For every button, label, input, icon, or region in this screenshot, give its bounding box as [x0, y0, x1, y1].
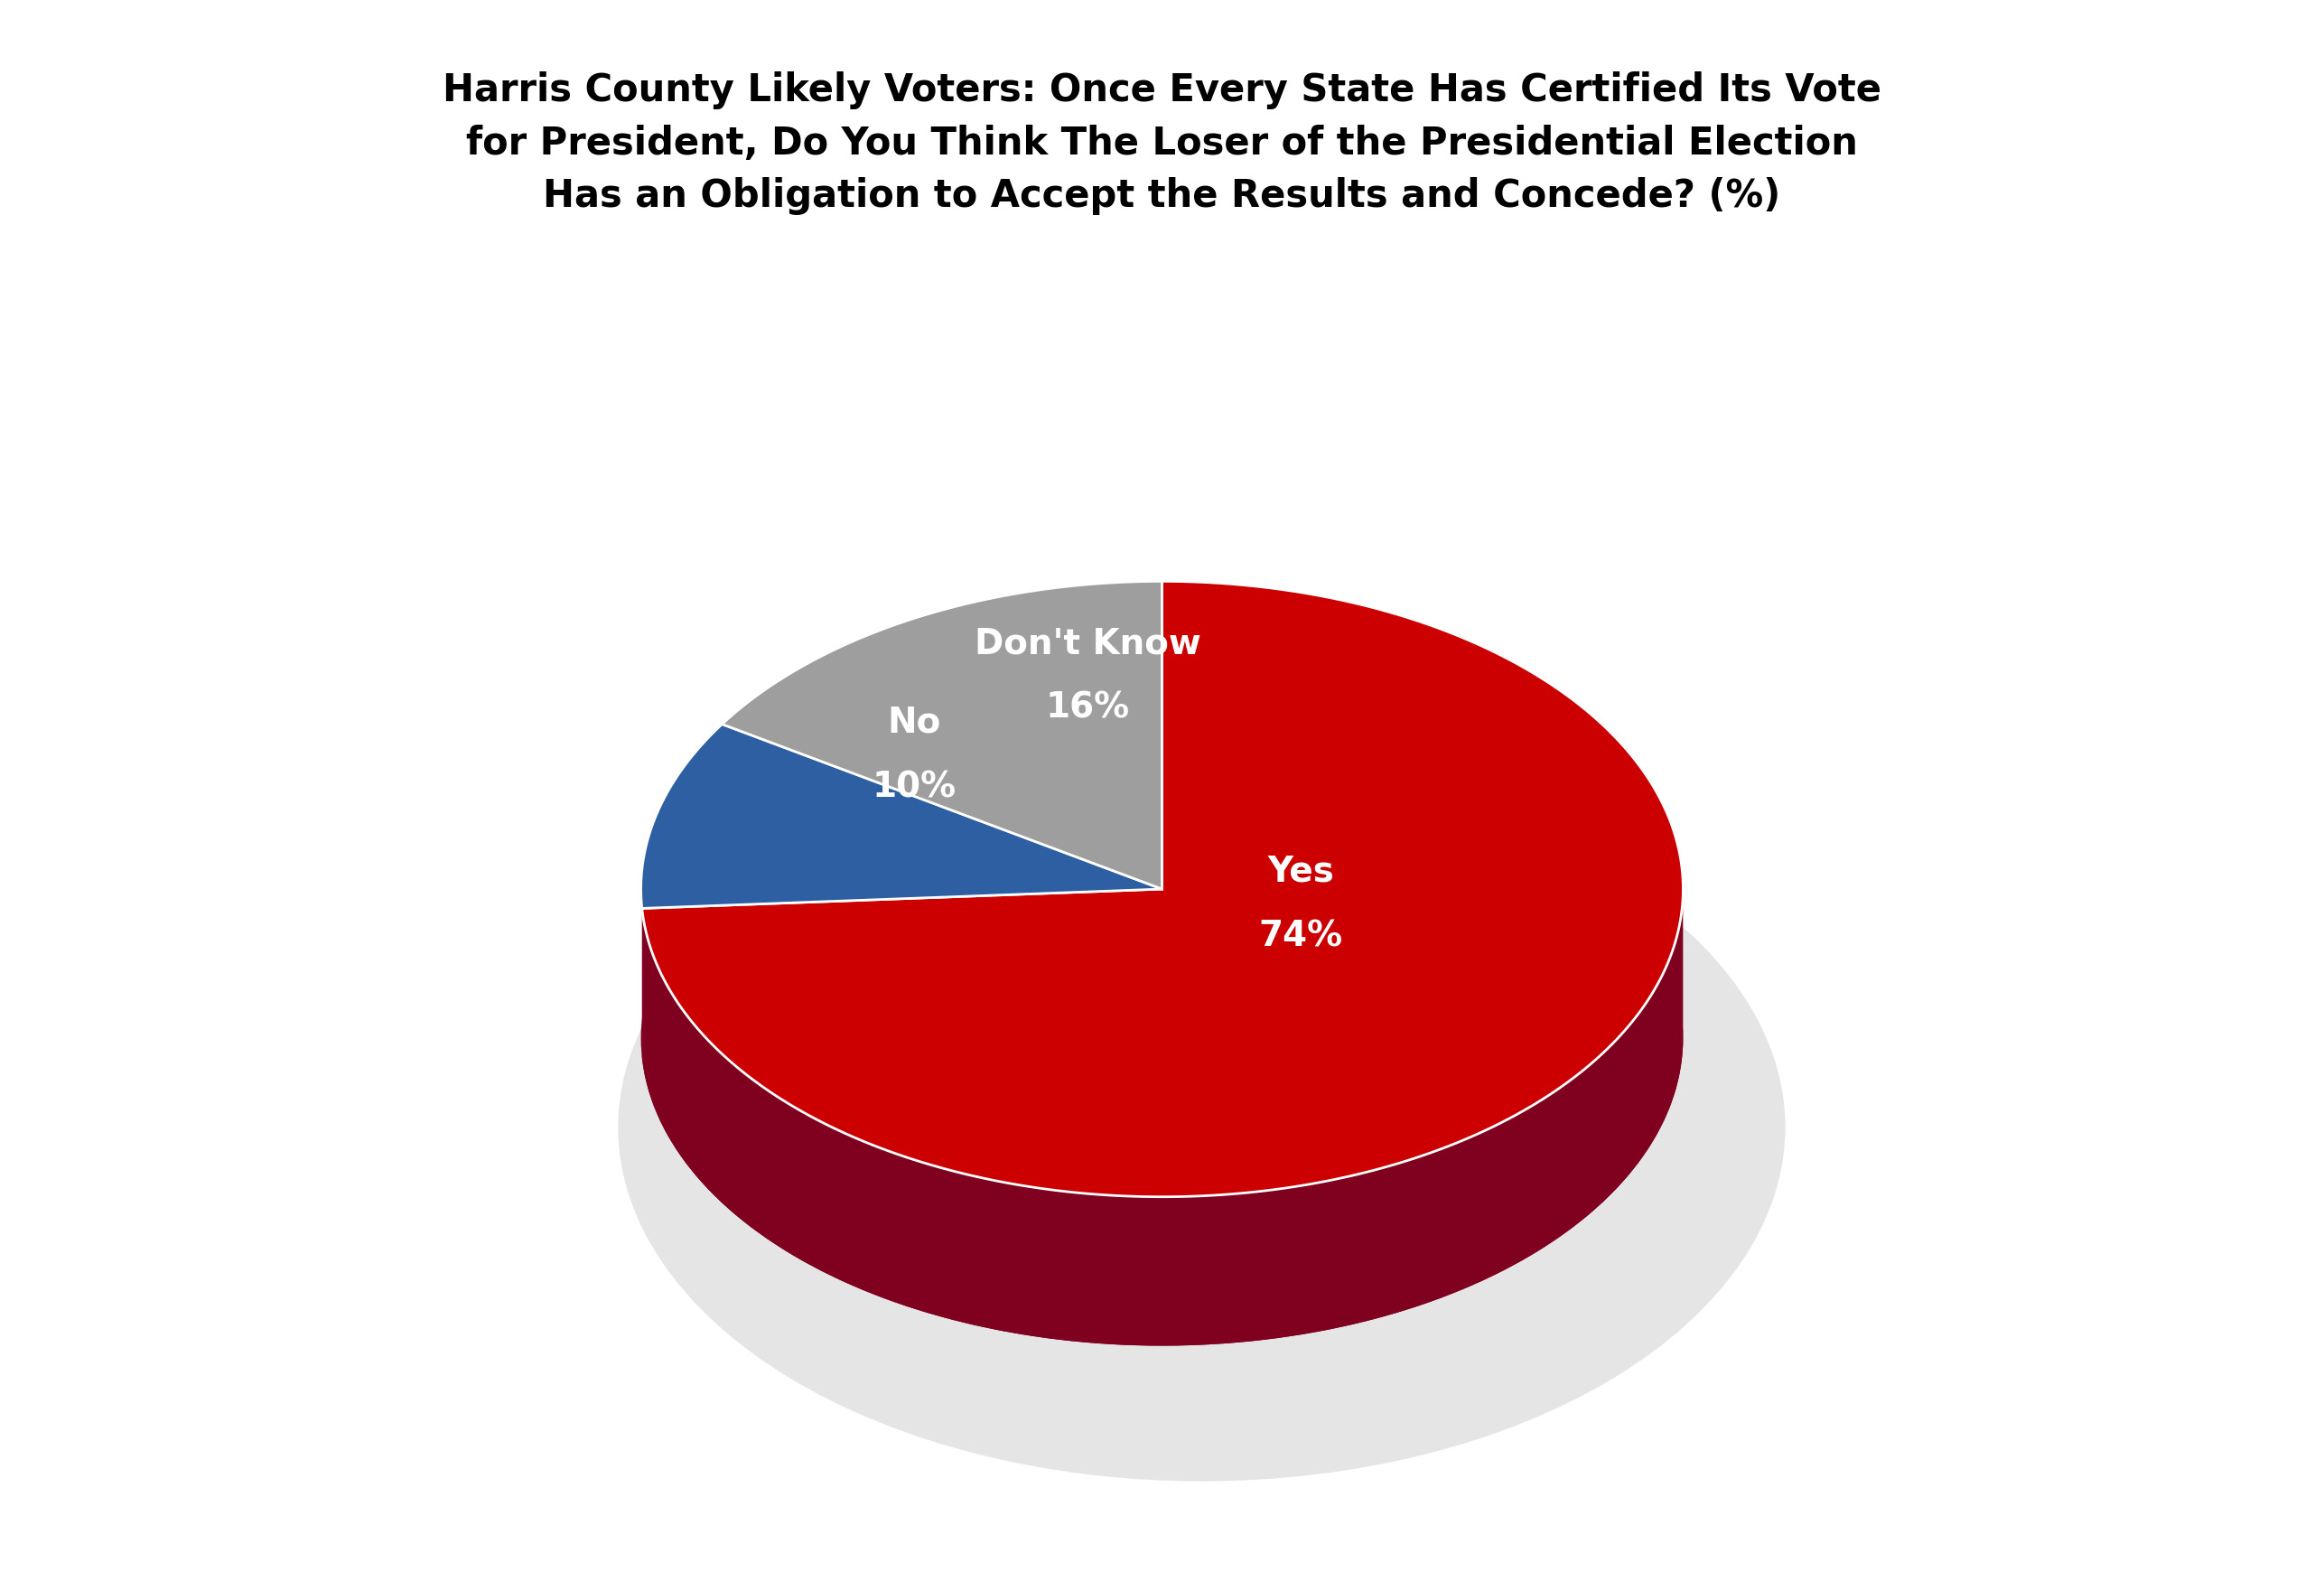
Ellipse shape — [618, 773, 1785, 1481]
Polygon shape — [641, 581, 1683, 1196]
Text: Yes: Yes — [1267, 854, 1334, 889]
Text: 74%: 74% — [1260, 920, 1343, 953]
Text: No: No — [888, 705, 941, 740]
Text: 10%: 10% — [872, 770, 955, 805]
Polygon shape — [641, 894, 1683, 1346]
Text: 16%: 16% — [1046, 690, 1129, 725]
Ellipse shape — [641, 730, 1683, 1346]
Polygon shape — [723, 581, 1162, 889]
Text: Don't Know: Don't Know — [974, 627, 1202, 660]
Polygon shape — [641, 724, 1162, 908]
Text: Harris County Likely Voters: Once Every State Has Certified Its Vote
for Preside: Harris County Likely Voters: Once Every … — [442, 72, 1882, 215]
